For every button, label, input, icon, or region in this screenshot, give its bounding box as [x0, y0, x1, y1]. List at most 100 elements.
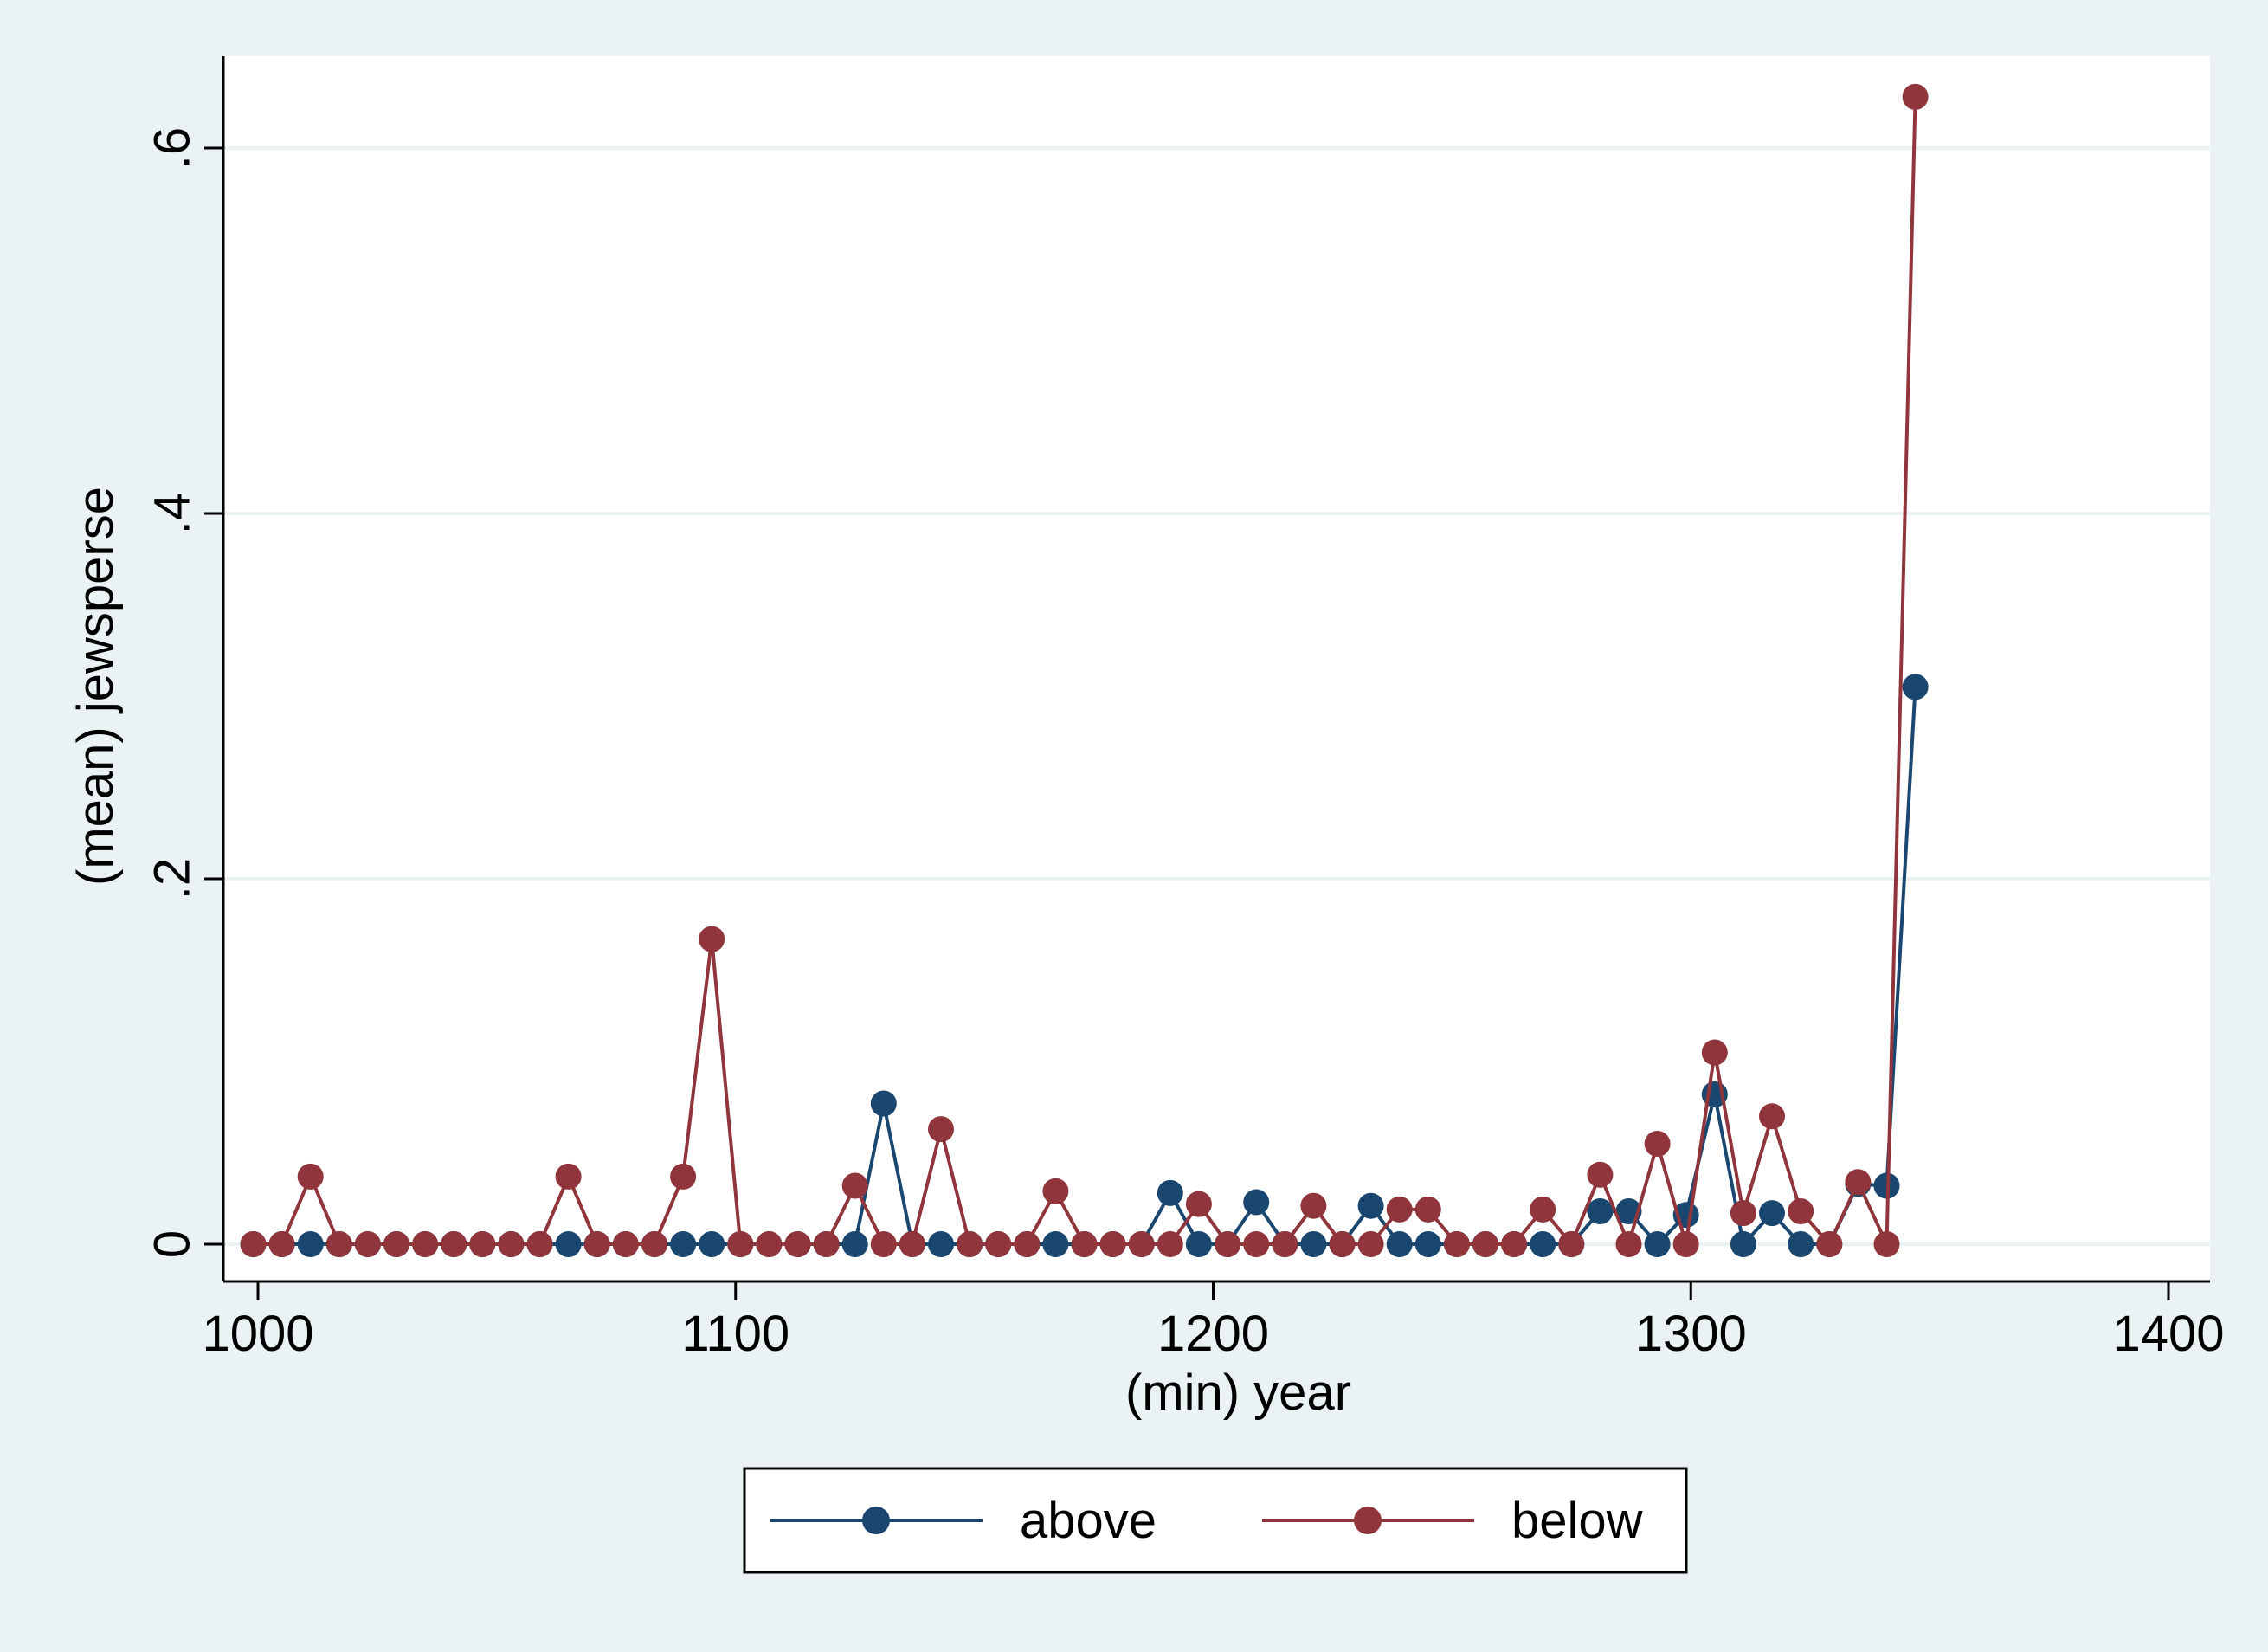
data-point-below — [1300, 1192, 1327, 1219]
data-point-below — [1099, 1231, 1126, 1257]
x-tick-label: 1000 — [202, 1306, 313, 1362]
data-point-below — [1386, 1196, 1413, 1223]
y-axis-title: (mean) jewsperse — [68, 487, 124, 886]
data-point-above — [1042, 1231, 1069, 1257]
data-point-above — [1587, 1198, 1614, 1224]
data-point-below — [699, 926, 725, 952]
data-point-above — [841, 1231, 868, 1257]
data-point-below — [325, 1231, 352, 1257]
data-point-below — [1472, 1231, 1498, 1257]
data-point-above — [1300, 1231, 1327, 1257]
series-layer — [240, 83, 1929, 1257]
legend-item-below: below — [1262, 1493, 1644, 1549]
data-point-below — [1157, 1231, 1183, 1257]
data-point-below — [957, 1231, 983, 1257]
data-point-above — [555, 1231, 582, 1257]
data-point-above — [1386, 1231, 1413, 1257]
y-ticks: 0 .2 .4 .6 — [144, 127, 223, 1258]
data-point-below — [1530, 1196, 1556, 1223]
data-point-below — [784, 1231, 811, 1257]
data-point-below — [526, 1231, 553, 1257]
data-point-below — [383, 1231, 409, 1257]
data-point-above — [699, 1231, 725, 1257]
data-point-below — [469, 1231, 496, 1257]
data-point-above — [1644, 1231, 1671, 1257]
data-point-below — [1185, 1191, 1212, 1217]
data-point-below — [268, 1231, 295, 1257]
data-point-above — [928, 1231, 954, 1257]
data-point-below — [354, 1231, 381, 1257]
data-point-above — [1157, 1179, 1183, 1206]
x-ticks: 1000 1100 1200 1300 1400 — [202, 1281, 2225, 1362]
x-tick-label: 1300 — [1635, 1306, 1747, 1362]
data-point-below — [727, 1231, 754, 1257]
data-point-below — [1902, 83, 1929, 110]
data-point-below — [1243, 1231, 1270, 1257]
data-point-below — [1845, 1169, 1872, 1196]
series-below — [240, 83, 1929, 1257]
axes — [222, 56, 2210, 1283]
data-point-below — [756, 1231, 783, 1257]
data-point-below — [240, 1231, 267, 1257]
data-point-below — [1730, 1200, 1756, 1227]
data-point-below — [1587, 1161, 1614, 1188]
data-point-below — [1042, 1178, 1069, 1204]
data-point-below — [899, 1231, 925, 1257]
x-axis-title: (min) year — [1125, 1365, 1351, 1421]
y-tick-label: .4 — [144, 493, 200, 534]
data-point-below — [985, 1231, 1012, 1257]
data-point-above — [1730, 1231, 1756, 1257]
data-point-below — [412, 1231, 439, 1257]
y-tick-label: .2 — [144, 858, 200, 900]
data-point-above — [1357, 1192, 1384, 1219]
data-point-below — [670, 1163, 697, 1190]
y-tick-label: .6 — [144, 127, 200, 169]
data-point-below — [1329, 1231, 1356, 1257]
data-point-below — [1128, 1231, 1155, 1257]
data-point-below — [1701, 1039, 1728, 1066]
data-point-above — [1788, 1231, 1814, 1257]
data-point-below — [1443, 1231, 1470, 1257]
data-point-below — [841, 1172, 868, 1199]
data-point-below — [441, 1231, 467, 1257]
data-point-below — [1071, 1231, 1098, 1257]
data-point-above — [297, 1231, 324, 1257]
data-point-below — [1672, 1231, 1699, 1257]
data-point-below — [1759, 1103, 1785, 1130]
data-point-below — [1014, 1231, 1041, 1257]
data-point-above — [1243, 1189, 1270, 1216]
data-point-below — [1215, 1231, 1241, 1257]
data-point-above — [1759, 1200, 1785, 1227]
data-point-below — [1816, 1231, 1843, 1257]
legend-label-below: below — [1511, 1493, 1644, 1549]
legend-label-above: above — [1020, 1493, 1157, 1549]
data-point-below — [1501, 1231, 1528, 1257]
legend-marker-below — [1354, 1507, 1382, 1534]
data-point-below — [612, 1231, 639, 1257]
data-point-below — [1788, 1198, 1814, 1224]
data-point-below — [1558, 1231, 1585, 1257]
data-point-below — [498, 1231, 525, 1257]
legend: above below — [743, 1467, 1688, 1574]
data-point-below — [641, 1231, 667, 1257]
data-point-above — [1185, 1231, 1212, 1257]
data-point-below — [1873, 1231, 1900, 1257]
y-tick-label: 0 — [144, 1230, 200, 1258]
data-point-below — [583, 1231, 610, 1257]
plot-area — [223, 56, 2210, 1281]
x-tick-label: 1400 — [2112, 1306, 2224, 1362]
data-point-above — [1902, 674, 1929, 700]
data-point-below — [870, 1231, 897, 1257]
data-point-below — [813, 1231, 840, 1257]
x-tick-label: 1200 — [1157, 1306, 1269, 1362]
data-point-above — [1530, 1231, 1556, 1257]
data-point-below — [1272, 1231, 1298, 1257]
data-point-above — [1414, 1231, 1441, 1257]
data-point-below — [297, 1163, 324, 1190]
data-point-above — [670, 1231, 697, 1257]
data-point-below — [928, 1116, 954, 1143]
data-point-below — [1414, 1196, 1441, 1223]
legend-marker-above — [862, 1507, 890, 1534]
data-point-below — [1615, 1231, 1642, 1257]
